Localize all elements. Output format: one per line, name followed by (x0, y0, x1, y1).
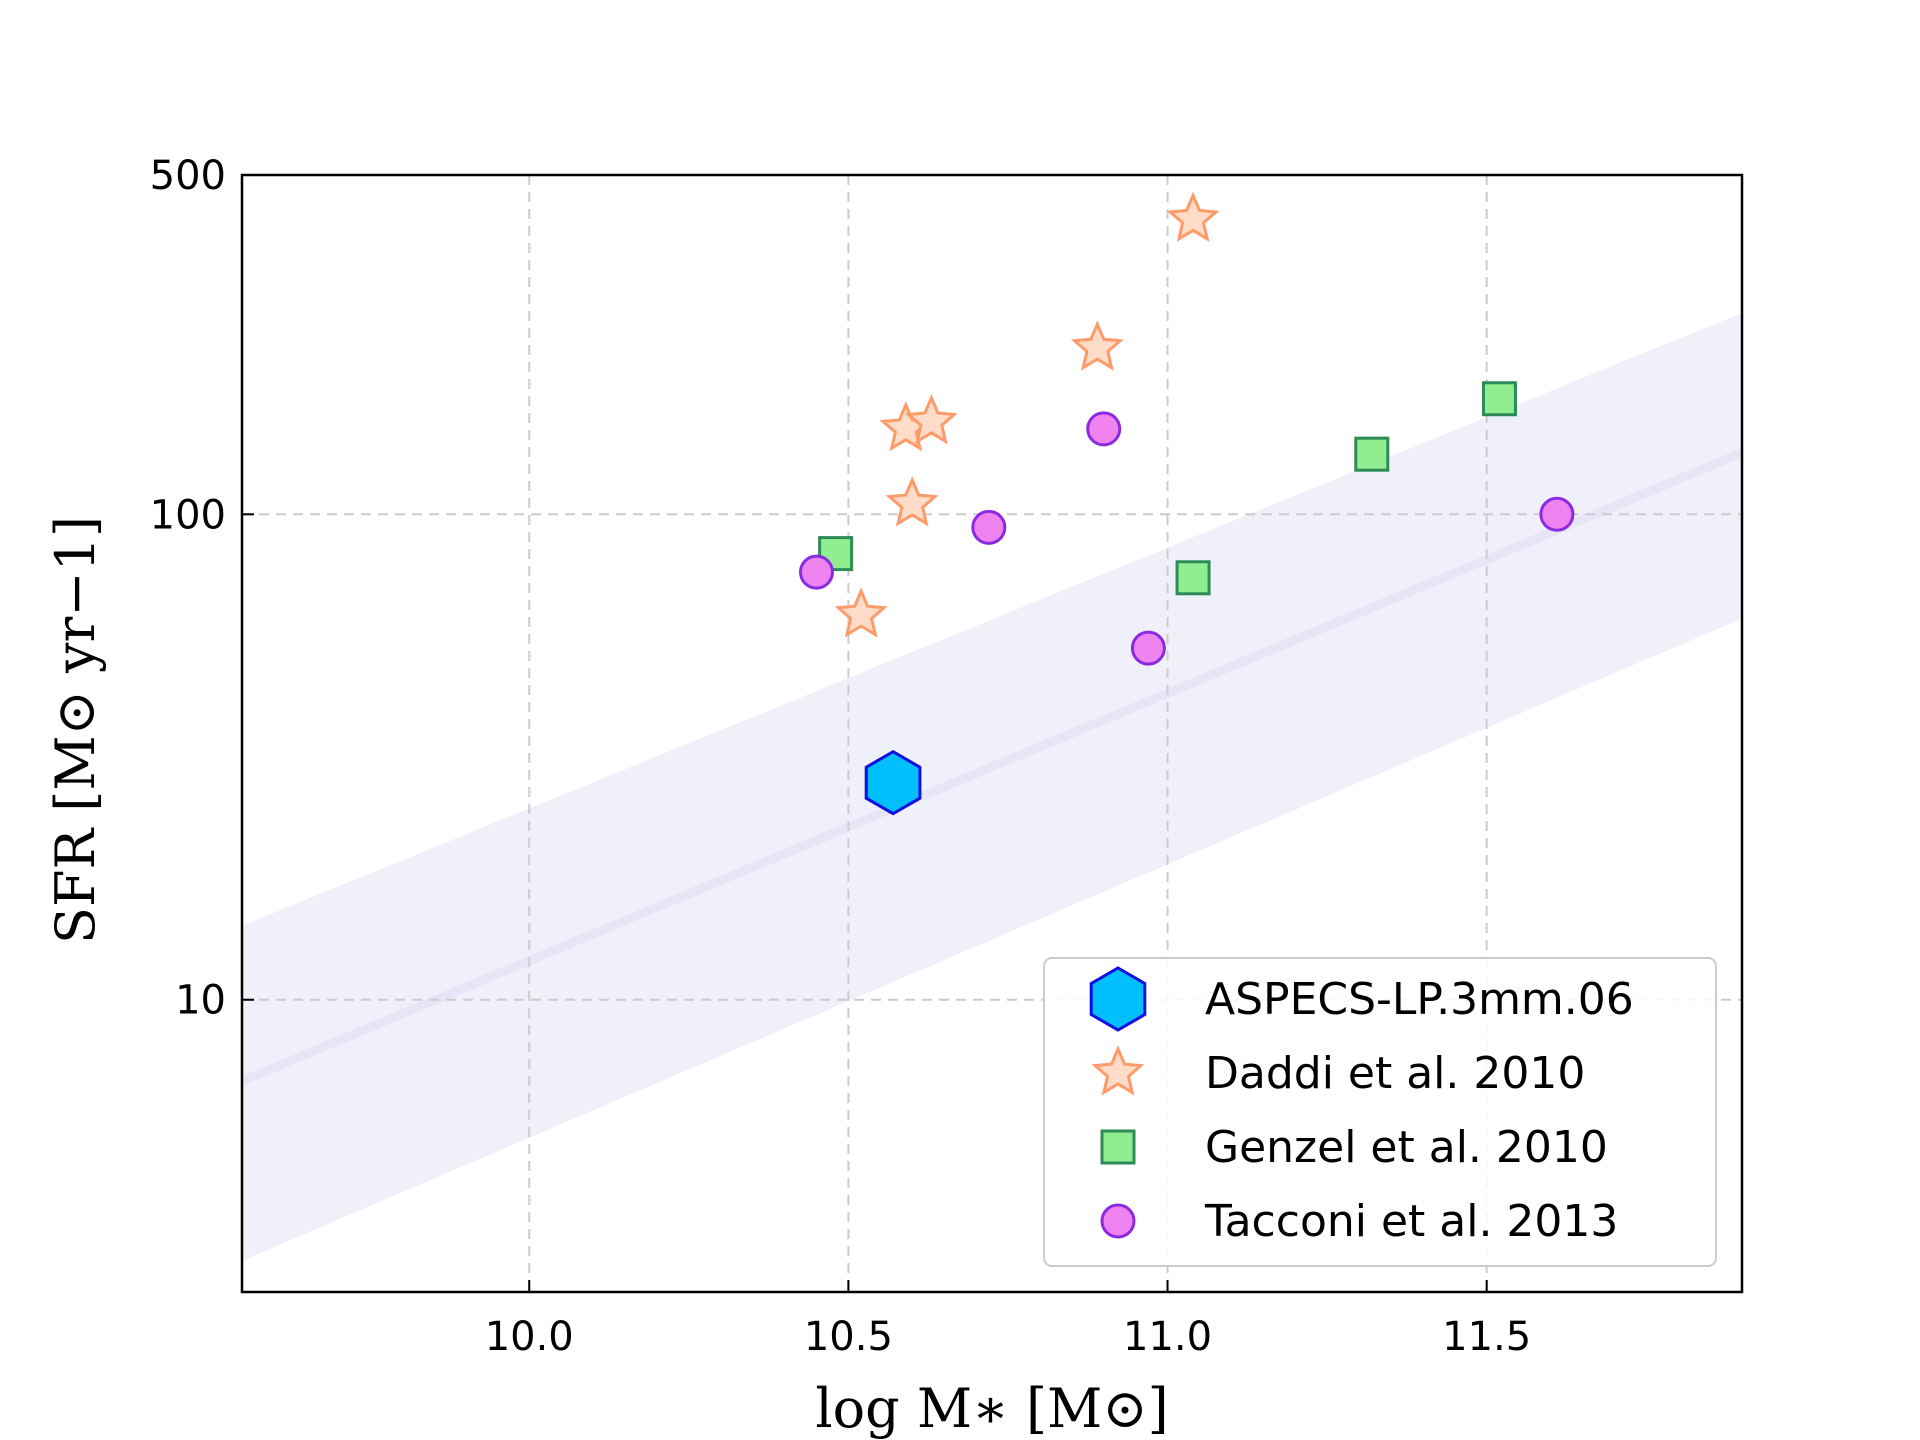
point-star (885, 476, 939, 527)
point-circle (1086, 411, 1122, 447)
y-tick-label: 10 (175, 978, 226, 1024)
y-axis-label: SFR [M⊙ yr−1] (44, 516, 107, 944)
point-circle (1130, 630, 1166, 666)
x-tick-label: 11.0 (1123, 1314, 1212, 1360)
legend-label-daddi: Daddi et al. 2010 (1205, 1048, 1585, 1099)
legend-label-tacconi: Tacconi et al. 2013 (1204, 1196, 1618, 1247)
tick-layer: 10.0 10.5 11.0 11.5 10 100 500 (150, 153, 1532, 1360)
point-hexagon (864, 749, 922, 816)
legend-marker-square (1100, 1129, 1136, 1165)
point-star (1070, 320, 1124, 371)
point-star (904, 394, 958, 445)
point-square (1354, 436, 1390, 472)
x-tick-label: 10.5 (804, 1314, 893, 1360)
point-star (1166, 191, 1220, 242)
legend: ASPECS-LP.3mm.06 Daddi et al. 2010 Genze… (1043, 957, 1717, 1267)
legend-box (1043, 957, 1717, 1267)
y-tick-label: 100 (150, 492, 226, 538)
legend-label-genzel: Genzel et al. 2010 (1205, 1122, 1608, 1173)
main-sequence-band (242, 312, 1742, 1261)
point-circle (1539, 496, 1575, 532)
legend-marker-hexagon (1089, 966, 1147, 1032)
x-tick-label: 11.5 (1442, 1314, 1531, 1360)
plot-frame (240, 173, 1744, 1294)
main-sequence-line (242, 448, 1742, 1086)
point-circle (798, 554, 834, 590)
legend-label-aspecs: ASPECS-LP.3mm.06 (1205, 974, 1634, 1025)
y-tick-label: 500 (150, 153, 226, 199)
main-sequence-layer (242, 312, 1742, 1261)
point-circle (971, 509, 1007, 545)
legend-markers (1089, 966, 1147, 1239)
x-tick-label: 10.0 (485, 1314, 574, 1360)
x-axis-label: log M∗ [M⊙] (815, 1377, 1168, 1440)
point-square (1481, 381, 1517, 417)
marker-layer (798, 191, 1575, 816)
point-star (834, 587, 888, 638)
legend-marker-star (1091, 1045, 1145, 1096)
legend-marker-circle (1100, 1203, 1136, 1239)
point-square (1175, 560, 1211, 596)
point-square (818, 536, 854, 572)
